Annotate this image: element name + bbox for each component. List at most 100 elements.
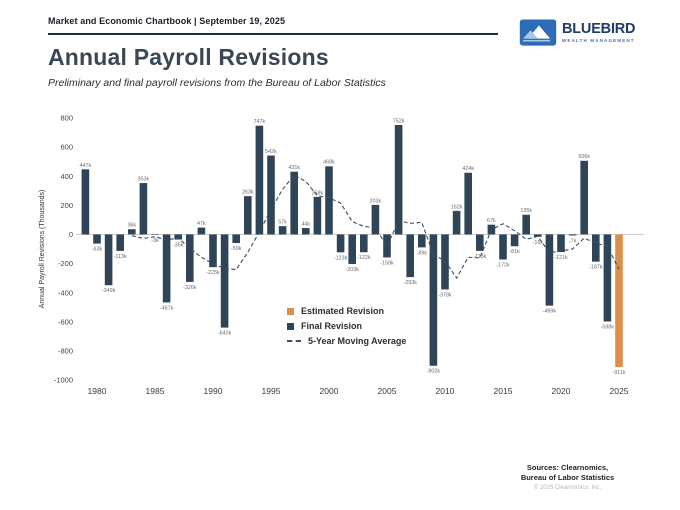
chart-legend: Estimated Revision Final Revision 5-Year M… bbox=[287, 306, 406, 346]
page-title: Annual Payroll Revisions bbox=[48, 44, 329, 70]
x-tick-label: 1980 bbox=[88, 386, 107, 396]
bar-label-2021: -7k bbox=[569, 238, 577, 244]
final-bar-1982 bbox=[116, 234, 124, 251]
bar-label-1980: -63k bbox=[92, 247, 103, 253]
final-bar-2013 bbox=[476, 234, 484, 251]
y-tick-label: 800 bbox=[60, 114, 73, 123]
bar-label-1995: 542k bbox=[265, 149, 277, 155]
bar-label-2020: -121k bbox=[554, 255, 568, 261]
bar-label-2006: 752k bbox=[393, 118, 405, 124]
bar-label-1992: -59k bbox=[231, 246, 242, 252]
bar-label-2017: 135k bbox=[520, 208, 532, 214]
final-bar-1979 bbox=[81, 169, 90, 235]
final-bar-1983 bbox=[128, 229, 136, 235]
bar-label-1983: 36k bbox=[127, 223, 136, 229]
bar-label-1979: 447k bbox=[80, 163, 92, 169]
bar-label-1994: 747k bbox=[254, 119, 266, 125]
final-bar-1993 bbox=[244, 196, 252, 235]
legend-item: 5-Year Moving Average bbox=[287, 336, 406, 346]
page-subtitle: Preliminary and final payroll revisions … bbox=[48, 77, 386, 89]
final-bar-2008 bbox=[418, 234, 426, 248]
final-bar-1992 bbox=[232, 234, 240, 244]
bar-label-2014: 67k bbox=[487, 218, 496, 224]
sources-line2: Bureau of Labor Statistics bbox=[520, 472, 615, 482]
bar-label-2022: 506k bbox=[578, 154, 590, 160]
final-bar-1991 bbox=[220, 234, 229, 328]
bar-label-1999: 258k bbox=[312, 190, 324, 196]
sources-line1: Sources: Clearnomics, bbox=[526, 463, 609, 472]
final-bar-1986 bbox=[162, 234, 171, 303]
y-tick-label: -600 bbox=[58, 317, 73, 326]
y-tick-label: -1000 bbox=[54, 376, 73, 385]
x-tick-label: 2020 bbox=[552, 386, 571, 396]
final-bar-1994 bbox=[255, 125, 264, 235]
x-tick-label: 1995 bbox=[262, 386, 281, 396]
mountain-logo-icon bbox=[519, 19, 557, 46]
final-bar-2010 bbox=[441, 234, 449, 290]
bar-label-2019: -489k bbox=[543, 309, 557, 315]
y-tick-label: -800 bbox=[58, 346, 73, 355]
y-axis-title: Annual Payroll Revisions (Thousands) bbox=[39, 190, 46, 309]
x-tick-label: 1985 bbox=[146, 386, 165, 396]
y-tick-label: 200 bbox=[60, 201, 73, 210]
x-tick-label: 2000 bbox=[320, 386, 339, 396]
final-bar-2016 bbox=[510, 234, 519, 247]
final-bar-2003 bbox=[360, 234, 368, 253]
final-bar-2000 bbox=[325, 166, 333, 235]
bar-label-1981: -349k bbox=[102, 288, 116, 294]
bar-label-2011: 162k bbox=[451, 204, 463, 210]
x-tick-label: 1990 bbox=[204, 386, 223, 396]
y-tick-label: 400 bbox=[60, 172, 73, 181]
sources-block: Sources: Clearnomics, Bureau of Labor St… bbox=[500, 463, 635, 491]
final-bar-2018 bbox=[534, 234, 542, 237]
bar-label-1988: -326k bbox=[183, 285, 197, 291]
bar-label-1993: 263k bbox=[242, 190, 254, 196]
x-tick-label: 2015 bbox=[494, 386, 513, 396]
final-bar-1999 bbox=[313, 196, 322, 235]
y-tick-label: 0 bbox=[69, 230, 73, 239]
final-bar-2017 bbox=[522, 214, 530, 235]
bar-label-2018: -16k bbox=[533, 240, 544, 246]
final-bar-1985 bbox=[151, 234, 159, 235]
estimated-bar-2025 bbox=[615, 234, 623, 368]
bar-label-2013: -113k bbox=[473, 254, 486, 260]
final-bar-2001 bbox=[336, 234, 345, 253]
bar-label-1986: -467k bbox=[160, 305, 174, 311]
bar-label-1996: 57k bbox=[278, 220, 287, 226]
legend-item: Estimated Revision bbox=[287, 306, 406, 316]
final-bar-2002 bbox=[348, 234, 356, 264]
final-bar-2007 bbox=[406, 234, 414, 278]
y-tick-label: -400 bbox=[58, 288, 73, 297]
bar-label-2007: -293k bbox=[403, 280, 417, 286]
legend-item: Final Revision bbox=[287, 321, 406, 331]
legend-label: 5-Year Moving Average bbox=[308, 336, 407, 346]
bar-label-1987: -35k bbox=[173, 243, 184, 249]
bar-label-2000: 468k bbox=[323, 160, 335, 166]
x-tick-label: 2025 bbox=[610, 386, 629, 396]
final-bar-1996 bbox=[278, 226, 287, 235]
y-tick-label: 600 bbox=[60, 143, 73, 152]
bar-label-1985: -3k bbox=[151, 238, 159, 244]
final-bar-2009 bbox=[429, 234, 438, 366]
final-bar-1980 bbox=[93, 234, 101, 244]
bar-label-1984: 353k bbox=[138, 176, 150, 182]
final-bar-1984 bbox=[139, 183, 148, 235]
final-bar-2012 bbox=[464, 172, 472, 235]
moving-average-dash-icon bbox=[287, 340, 301, 342]
bar-label-2008: -89k bbox=[417, 250, 428, 256]
final-bar-2019 bbox=[545, 234, 554, 306]
final-bar-2006 bbox=[394, 124, 403, 235]
bar-label-2002: -203k bbox=[345, 267, 359, 273]
bluebird-logo: BLUEBIRD WEALTH MANAGEMENT bbox=[519, 19, 636, 47]
final-bar-2004 bbox=[371, 204, 380, 235]
bar-label-1991: -640k bbox=[218, 331, 232, 337]
bar-label-1990: -225k bbox=[206, 270, 220, 276]
bar-label-1989: 47k bbox=[197, 221, 206, 227]
bar-label-2016: -81k bbox=[509, 249, 520, 255]
final-bar-1981 bbox=[104, 234, 113, 286]
bar-label-2001: -123k bbox=[334, 255, 348, 261]
bar-label-2009: -902k bbox=[427, 369, 441, 375]
x-tick-label: 2005 bbox=[378, 386, 397, 396]
bar-label-2025: -911k bbox=[612, 370, 625, 376]
